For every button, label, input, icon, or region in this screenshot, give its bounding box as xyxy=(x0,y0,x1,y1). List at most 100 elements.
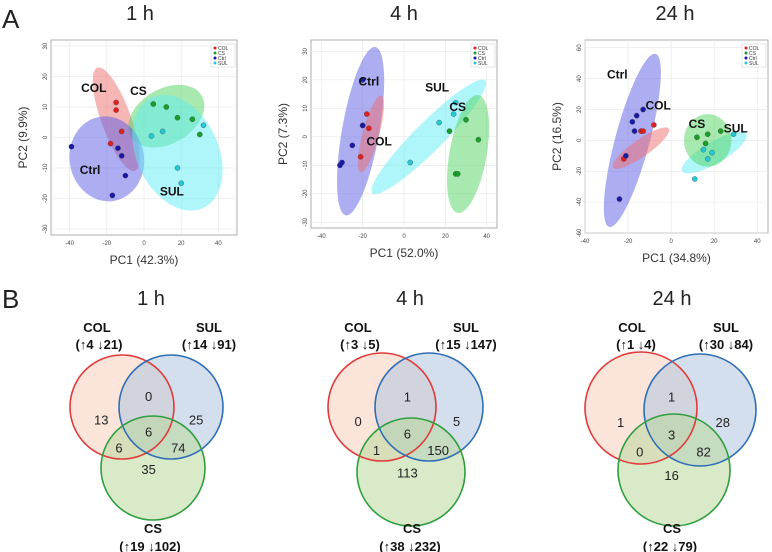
venn-count-sul-only: 28 xyxy=(716,415,730,430)
legend-marker-sul xyxy=(473,61,477,65)
venn-count-col-only: 13 xyxy=(94,413,108,428)
venn-set-name-cs: CS xyxy=(663,521,681,536)
y-tick-label: 0 xyxy=(303,135,309,139)
y-tick-label: 0 xyxy=(577,138,583,142)
group-label-col: COL xyxy=(367,134,392,148)
group-label-cs: CS xyxy=(689,117,706,131)
ellipse-sul xyxy=(371,79,487,195)
venn-count-col-only: 1 xyxy=(617,415,624,430)
point-col xyxy=(651,122,657,128)
y-axis-label: PC2 (7.3%) xyxy=(276,103,290,165)
pca-title: 4 h xyxy=(390,3,418,25)
point-sul xyxy=(704,156,711,162)
venn-set-counts-col: (↑4 ↓21) xyxy=(76,337,123,352)
point-cs xyxy=(694,134,700,141)
x-tick-label: 20 xyxy=(178,241,185,247)
x-axis-label: PC1 (52.0%) xyxy=(370,246,439,260)
venn-set-counts-cs: (↑19 ↓102) xyxy=(119,539,180,552)
venn-count-cs-only: 35 xyxy=(141,462,155,477)
group-label-cs: CS xyxy=(130,84,147,98)
venn-set-counts-sul: (↑15 ↓147) xyxy=(435,337,496,352)
y-axis-label: PC2 (16.5%) xyxy=(550,102,564,171)
point-ctrl xyxy=(68,143,75,150)
point-cs xyxy=(463,117,469,123)
y-tick-label: -30 xyxy=(303,217,309,226)
legend-marker-col xyxy=(473,46,477,50)
x-axis-label: PC1 (42.3%) xyxy=(110,253,179,267)
point-ctrl xyxy=(629,119,636,125)
x-tick-label: -20 xyxy=(102,241,111,247)
group-label-ctrl: Ctrl xyxy=(80,163,101,177)
pca-plot-3: 24 h-40 -20 0 20 40-60-40-200204060CtrlCOLCS… xyxy=(550,3,769,265)
pca-title: 24 h xyxy=(656,3,695,25)
venn-circle-col xyxy=(69,354,175,460)
venn-fill-cs xyxy=(357,418,465,526)
y-tick-label: -10 xyxy=(43,163,49,172)
x-axis-label: PC1 (34.8%) xyxy=(642,251,711,265)
panel-b-letter: B xyxy=(2,284,19,314)
venn-count-sul-cs: 74 xyxy=(171,440,185,455)
legend-label-sul: SUL xyxy=(218,61,228,67)
group-label-cs: CS xyxy=(449,100,466,114)
venn-set-name-col: COL xyxy=(344,320,372,335)
venn-count-col-only: 0 xyxy=(354,414,361,429)
ellipse-sul xyxy=(132,94,223,211)
point-sul xyxy=(178,180,184,186)
venn-set-name-sul: SUL xyxy=(196,320,222,335)
point-col xyxy=(357,154,364,160)
ellipse-cs xyxy=(684,114,732,167)
venn-circle-sul xyxy=(643,353,757,467)
group-label-col: COL xyxy=(646,98,671,112)
y-tick-label: -30 xyxy=(43,224,49,233)
legend-box xyxy=(210,43,236,68)
x-tick-label: -20 xyxy=(358,234,367,240)
venn-set-counts-sul: (↑14 ↓91) xyxy=(182,337,236,352)
legend-marker-cs xyxy=(473,51,477,55)
venn-set-name-col: COL xyxy=(618,320,646,335)
venn-diagram-2: 4 h 0 5 113 1 1 150 6 COL (↑3 ↓5) SUL (↑15 ↓147) CS (… xyxy=(327,288,497,552)
point-col xyxy=(366,125,372,132)
point-ctrl xyxy=(349,142,356,149)
venn-diagram-1: 1 h 13 25 35 0 6 74 6 COL (↑4 ↓21) SUL (↑14 ↓91) CS (… xyxy=(69,288,236,552)
y-tick-label: 30 xyxy=(303,47,309,54)
venn-count-sul-cs: 150 xyxy=(427,443,449,458)
point-cs xyxy=(189,116,196,122)
x-tick-label: -40 xyxy=(581,239,590,245)
venn-set-counts-col: (↑1 ↓4) xyxy=(616,337,656,352)
point-ctrl xyxy=(623,153,629,159)
legend-marker-cs xyxy=(744,51,748,55)
venn-count-sul-only: 25 xyxy=(189,413,203,428)
legend-marker-col xyxy=(213,46,217,50)
point-col xyxy=(113,107,119,113)
ellipse-ctrl xyxy=(603,53,661,227)
y-tick-label: 20 xyxy=(577,105,583,112)
y-tick-label: 20 xyxy=(43,73,49,80)
point-sul xyxy=(436,119,442,126)
point-col xyxy=(640,128,646,134)
y-tick-label: -40 xyxy=(577,197,583,206)
y-axis-label: PC2 (9.9%) xyxy=(16,106,30,168)
point-cs xyxy=(717,128,724,134)
venn-circle-cs xyxy=(356,417,466,527)
legend-marker-ctrl xyxy=(213,56,217,60)
point-cs xyxy=(704,131,711,137)
group-label-col: COL xyxy=(81,81,106,95)
venn-count-sul-only: 5 xyxy=(453,414,460,429)
point-cs xyxy=(454,171,461,177)
venn-count-col-sul: 0 xyxy=(145,389,152,404)
venn-set-name-sul: SUL xyxy=(453,320,479,335)
ellipse-cs xyxy=(447,94,490,213)
point-sul xyxy=(148,133,155,139)
point-ctrl xyxy=(118,153,125,159)
point-sul xyxy=(159,128,166,135)
point-col xyxy=(118,128,125,135)
x-tick-label: 0 xyxy=(669,239,673,245)
group-label-sul: SUL xyxy=(160,184,184,198)
venn-count-cs-only: 113 xyxy=(397,465,418,480)
venn-count-col-sul: 1 xyxy=(404,390,411,405)
x-tick-label: -40 xyxy=(65,241,74,247)
point-ctrl xyxy=(122,172,129,179)
point-sul xyxy=(407,159,413,166)
y-tick-label: 30 xyxy=(43,42,49,49)
